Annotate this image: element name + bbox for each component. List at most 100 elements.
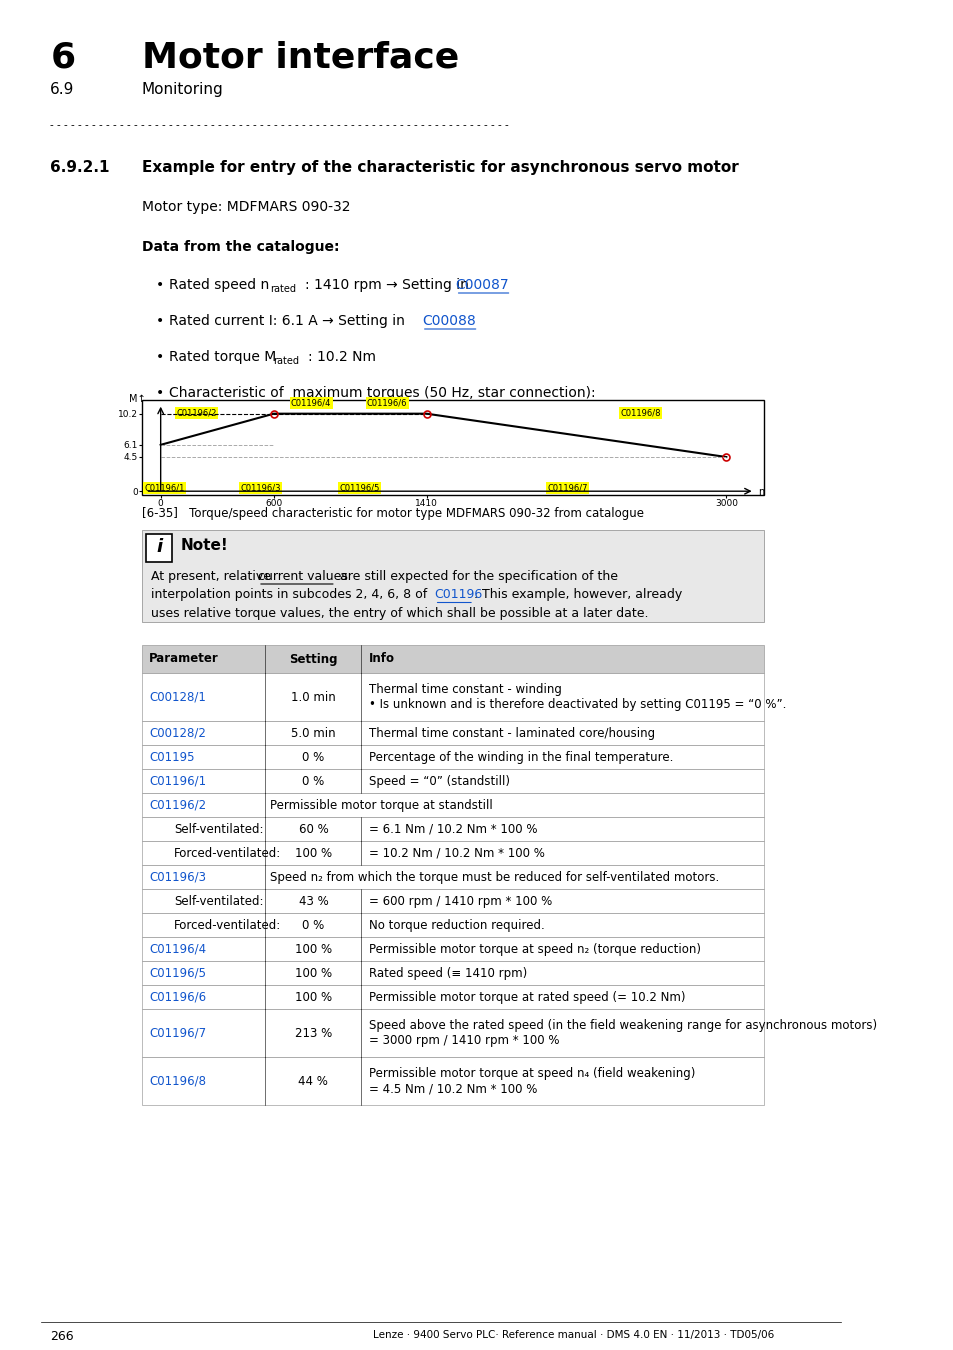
Text: = 3000 rpm / 1410 rpm * 100 %: = 3000 rpm / 1410 rpm * 100 % bbox=[369, 1034, 558, 1048]
Text: Setting: Setting bbox=[289, 652, 337, 666]
FancyBboxPatch shape bbox=[142, 645, 763, 674]
Text: Monitoring: Monitoring bbox=[142, 82, 223, 97]
Text: 0 %: 0 % bbox=[302, 918, 324, 932]
FancyBboxPatch shape bbox=[142, 890, 763, 913]
Text: interpolation points in subcodes 2, 4, 6, 8 of: interpolation points in subcodes 2, 4, 6… bbox=[151, 589, 431, 602]
Text: •: • bbox=[155, 315, 164, 328]
Text: C01196/5: C01196/5 bbox=[339, 483, 379, 493]
Text: C01196/2: C01196/2 bbox=[176, 409, 216, 417]
Text: C01196/3: C01196/3 bbox=[149, 871, 206, 883]
FancyBboxPatch shape bbox=[142, 817, 763, 841]
Text: 43 %: 43 % bbox=[298, 895, 328, 907]
FancyBboxPatch shape bbox=[142, 986, 763, 1008]
Text: 100 %: 100 % bbox=[294, 967, 332, 980]
Text: Motor interface: Motor interface bbox=[142, 40, 458, 74]
FancyBboxPatch shape bbox=[142, 400, 763, 495]
Text: C01195: C01195 bbox=[149, 751, 194, 764]
Text: C00087: C00087 bbox=[456, 278, 509, 292]
Text: rated: rated bbox=[273, 356, 298, 366]
Text: Self-ventilated:: Self-ventilated: bbox=[173, 822, 263, 836]
FancyBboxPatch shape bbox=[142, 865, 763, 890]
Text: 5.0 min: 5.0 min bbox=[291, 726, 335, 740]
Text: Forced-ventilated:: Forced-ventilated: bbox=[173, 846, 281, 860]
Text: Permissible motor torque at rated speed (= 10.2 Nm): Permissible motor torque at rated speed … bbox=[369, 991, 684, 1003]
Text: Example for entry of the characteristic for asynchronous servo motor: Example for entry of the characteristic … bbox=[142, 161, 738, 176]
Text: 0 %: 0 % bbox=[302, 775, 324, 787]
Text: C00128/2: C00128/2 bbox=[149, 726, 206, 740]
FancyBboxPatch shape bbox=[142, 1057, 763, 1106]
Text: C01196/4: C01196/4 bbox=[291, 398, 331, 408]
Text: Motor type: MDFMARS 090-32: Motor type: MDFMARS 090-32 bbox=[142, 200, 350, 215]
Text: uses relative torque values, the entry of which shall be possible at a later dat: uses relative torque values, the entry o… bbox=[151, 608, 648, 620]
Text: C01196/7: C01196/7 bbox=[149, 1026, 206, 1040]
Text: Forced-ventilated:: Forced-ventilated: bbox=[173, 918, 281, 932]
Text: - - - - - - - - - - - - - - - - - - - - - - - - - - - - - - - - - - - - - - - - : - - - - - - - - - - - - - - - - - - - - … bbox=[51, 120, 512, 130]
FancyBboxPatch shape bbox=[146, 535, 172, 562]
Text: 100 %: 100 % bbox=[294, 846, 332, 860]
FancyBboxPatch shape bbox=[142, 961, 763, 986]
Text: rated: rated bbox=[270, 284, 295, 294]
Text: = 600 rpm / 1410 rpm * 100 %: = 600 rpm / 1410 rpm * 100 % bbox=[369, 895, 552, 907]
Text: = 10.2 Nm / 10.2 Nm * 100 %: = 10.2 Nm / 10.2 Nm * 100 % bbox=[369, 846, 544, 860]
Text: Permissible motor torque at speed n₄ (field weakening): Permissible motor torque at speed n₄ (fi… bbox=[369, 1066, 695, 1080]
Text: Info: Info bbox=[369, 652, 395, 666]
Text: C01196/7: C01196/7 bbox=[546, 483, 587, 493]
FancyBboxPatch shape bbox=[142, 1008, 763, 1057]
Text: Rated speed n: Rated speed n bbox=[169, 278, 270, 292]
Text: C01196/1: C01196/1 bbox=[149, 775, 206, 787]
Text: . This example, however, already: . This example, however, already bbox=[474, 589, 681, 602]
Text: C01196/4: C01196/4 bbox=[149, 942, 206, 956]
Text: 6: 6 bbox=[51, 40, 75, 74]
Text: C01196/8: C01196/8 bbox=[149, 1075, 206, 1088]
Text: 1.0 min: 1.0 min bbox=[291, 690, 335, 703]
Text: 266: 266 bbox=[51, 1330, 74, 1343]
Text: •: • bbox=[155, 278, 164, 292]
Text: C01196/6: C01196/6 bbox=[366, 398, 407, 408]
Text: Speed = “0” (standstill): Speed = “0” (standstill) bbox=[369, 775, 509, 787]
FancyBboxPatch shape bbox=[142, 745, 763, 769]
Text: i: i bbox=[156, 539, 162, 556]
Text: No torque reduction required.: No torque reduction required. bbox=[369, 918, 544, 932]
Text: C01196/8: C01196/8 bbox=[619, 409, 660, 417]
Text: C01196/2: C01196/2 bbox=[149, 798, 206, 811]
FancyBboxPatch shape bbox=[142, 721, 763, 745]
FancyBboxPatch shape bbox=[142, 937, 763, 961]
Text: Rated torque M: Rated torque M bbox=[169, 350, 276, 365]
Text: C01196/1: C01196/1 bbox=[144, 483, 185, 493]
Text: 100 %: 100 % bbox=[294, 991, 332, 1003]
Text: C01196/6: C01196/6 bbox=[149, 991, 206, 1003]
Text: 6.9: 6.9 bbox=[51, 82, 74, 97]
Text: Note!: Note! bbox=[180, 539, 228, 553]
Text: current values: current values bbox=[257, 570, 348, 583]
Text: •: • bbox=[155, 386, 164, 400]
Text: : 10.2 Nm: : 10.2 Nm bbox=[308, 350, 375, 365]
FancyBboxPatch shape bbox=[142, 531, 763, 622]
Text: Lenze · 9400 Servo PLC· Reference manual · DMS 4.0 EN · 11/2013 · TD05/06: Lenze · 9400 Servo PLC· Reference manual… bbox=[373, 1330, 774, 1341]
Text: C00088: C00088 bbox=[421, 315, 475, 328]
FancyBboxPatch shape bbox=[142, 769, 763, 792]
Text: 60 %: 60 % bbox=[298, 822, 328, 836]
Text: Parameter: Parameter bbox=[149, 652, 218, 666]
Text: Thermal time constant - laminated core/housing: Thermal time constant - laminated core/h… bbox=[369, 726, 654, 740]
Text: • Is unknown and is therefore deactivated by setting C01195 = “0 %”.: • Is unknown and is therefore deactivate… bbox=[369, 698, 785, 711]
Text: 6.9.2.1: 6.9.2.1 bbox=[51, 161, 110, 176]
Text: C01196/5: C01196/5 bbox=[149, 967, 206, 980]
Text: C01196/3: C01196/3 bbox=[240, 483, 281, 493]
Text: = 6.1 Nm / 10.2 Nm * 100 %: = 6.1 Nm / 10.2 Nm * 100 % bbox=[369, 822, 537, 836]
Text: Speed n₂ from which the torque must be reduced for self-ventilated motors.: Speed n₂ from which the torque must be r… bbox=[270, 871, 719, 883]
Text: Speed above the rated speed (in the field weakening range for asynchronous motor: Speed above the rated speed (in the fiel… bbox=[369, 1019, 876, 1031]
Text: Permissible motor torque at standstill: Permissible motor torque at standstill bbox=[270, 798, 492, 811]
Text: C01196: C01196 bbox=[435, 589, 482, 602]
Text: Characteristic of  maximum torques (50 Hz, star connection):: Characteristic of maximum torques (50 Hz… bbox=[169, 386, 596, 400]
FancyBboxPatch shape bbox=[142, 913, 763, 937]
FancyBboxPatch shape bbox=[142, 841, 763, 865]
Text: Data from the catalogue:: Data from the catalogue: bbox=[142, 240, 339, 254]
FancyBboxPatch shape bbox=[142, 674, 763, 721]
Text: 0 %: 0 % bbox=[302, 751, 324, 764]
Text: 44 %: 44 % bbox=[298, 1075, 328, 1088]
Text: C00128/1: C00128/1 bbox=[149, 690, 206, 703]
Text: At present, relative: At present, relative bbox=[151, 570, 274, 583]
Text: = 4.5 Nm / 10.2 Nm * 100 %: = 4.5 Nm / 10.2 Nm * 100 % bbox=[369, 1083, 537, 1095]
Text: Self-ventilated:: Self-ventilated: bbox=[173, 895, 263, 907]
Text: Permissible motor torque at speed n₂ (torque reduction): Permissible motor torque at speed n₂ (to… bbox=[369, 942, 700, 956]
